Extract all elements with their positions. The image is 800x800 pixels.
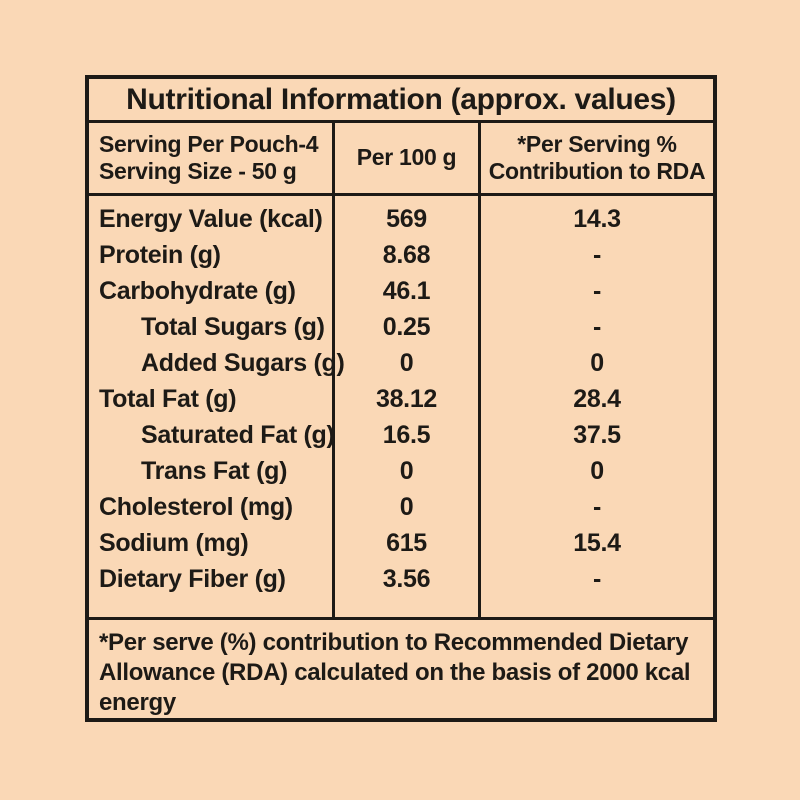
contribution-rda-label: Contribution to RDA <box>488 157 706 184</box>
rda-percent-value: - <box>592 564 602 593</box>
nutrient-label: Total Sugars (g) <box>141 312 325 341</box>
serving-size: Serving Size - 50 g <box>99 157 297 184</box>
per-100g-value: 3.56 <box>382 564 431 593</box>
rda-percent-value: 0 <box>590 348 604 377</box>
nutrition-title: Nutritional Information (approx. values) <box>89 79 713 124</box>
nutrient-label: Sodium (mg) <box>99 528 249 557</box>
rda-footnote-line2: Allowance (RDA) calculated on the basis … <box>99 658 691 716</box>
serving-per-pouch: Serving Per Pouch-4 <box>99 130 319 157</box>
per-100g-value: 46.1 <box>382 276 431 305</box>
per-100g-values-column: 569 8.68 46.1 0.25 0 38.12 16.5 0 0 615 … <box>335 195 481 617</box>
nutrient-label: Added Sugars (g) <box>141 348 345 377</box>
rda-percent-value: 0 <box>590 456 604 485</box>
rda-percent-value: 28.4 <box>573 384 621 413</box>
nutrient-label: Protein (g) <box>99 240 221 269</box>
rda-percent-value: - <box>592 240 602 269</box>
rda-percent-value: - <box>592 312 602 341</box>
nutrient-labels-column: Energy Value (kcal) Protein (g) Carbohyd… <box>89 195 345 617</box>
per-100g-value: 0.25 <box>382 312 431 341</box>
rda-percent-values-column: 14.3 - - - 0 28.4 37.5 0 - 15.4 - <box>481 196 713 617</box>
per-100g-value: 16.5 <box>382 420 431 449</box>
header-rda-contribution: *Per Serving % Contribution to RDA <box>481 123 713 192</box>
header-serving-info: Serving Per Pouch-4 Serving Size - 50 g <box>89 123 335 193</box>
per-100g-value: 38.12 <box>375 384 438 413</box>
header-per-100g: Per 100 g <box>335 123 481 193</box>
nutrient-label: Trans Fat (g) <box>141 456 288 485</box>
rda-percent-value: - <box>592 276 602 305</box>
rda-percent-value: 15.4 <box>573 528 621 557</box>
nutrient-label: Total Fat (g) <box>99 384 237 413</box>
rda-percent-value: - <box>592 492 602 521</box>
per-100g-value: 569 <box>386 204 427 233</box>
nutrient-label: Dietary Fiber (g) <box>99 564 286 593</box>
per-100g-value: 0 <box>399 456 414 485</box>
nutrition-body: Energy Value (kcal) Protein (g) Carbohyd… <box>89 195 713 620</box>
per-100g-label: Per 100 g <box>356 144 457 171</box>
rda-footnote: *Per serve (%) contribution to Recommend… <box>89 620 713 718</box>
nutrient-label: Carbohydrate (g) <box>99 276 296 305</box>
per-100g-value: 0 <box>399 348 414 377</box>
rda-percent-value: 37.5 <box>573 420 621 449</box>
per-100g-value: 8.68 <box>382 240 431 269</box>
rda-footnote-line1: *Per serve (%) contribution to Recommend… <box>99 628 689 656</box>
nutrient-label: Saturated Fat (g) <box>141 420 335 449</box>
nutrient-label: Energy Value (kcal) <box>99 204 323 233</box>
nutrient-label: Cholesterol (mg) <box>99 492 293 521</box>
per-100g-value: 0 <box>399 492 414 521</box>
nutrition-label-table: Nutritional Information (approx. values)… <box>85 75 717 722</box>
rda-percent-value: 14.3 <box>573 204 621 233</box>
nutrition-header-row: Serving Per Pouch-4 Serving Size - 50 g … <box>89 123 713 196</box>
per-100g-value: 615 <box>386 528 427 557</box>
per-serving-percent-label: *Per Serving % <box>517 130 677 157</box>
